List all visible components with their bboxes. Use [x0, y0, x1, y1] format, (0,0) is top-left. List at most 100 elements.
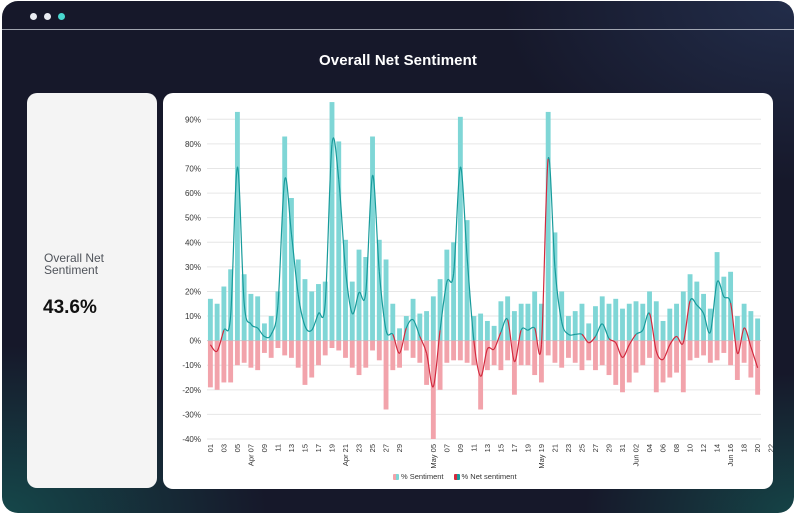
negative-bar[interactable] — [478, 340, 484, 410]
negative-bar[interactable] — [613, 340, 619, 385]
positive-bar[interactable] — [444, 249, 450, 341]
positive-bar[interactable] — [268, 316, 274, 341]
negative-bar[interactable] — [241, 340, 247, 363]
negative-bar[interactable] — [721, 340, 727, 353]
negative-bar[interactable] — [505, 340, 511, 361]
positive-bar[interactable] — [599, 296, 605, 341]
negative-bar[interactable] — [647, 340, 652, 358]
negative-bar[interactable] — [322, 340, 328, 356]
negative-bar[interactable] — [295, 340, 301, 368]
positive-bar[interactable] — [430, 296, 436, 341]
negative-bar[interactable] — [424, 340, 430, 385]
negative-bar[interactable] — [356, 340, 362, 376]
positive-bar[interactable] — [660, 320, 666, 341]
negative-bar[interactable] — [471, 340, 477, 366]
positive-bar[interactable] — [579, 303, 585, 341]
negative-bar[interactable] — [626, 340, 632, 383]
negative-bar[interactable] — [289, 340, 294, 358]
negative-bar[interactable] — [410, 340, 416, 358]
positive-bar[interactable] — [248, 293, 254, 341]
positive-bar[interactable] — [316, 284, 321, 341]
positive-bar[interactable] — [370, 136, 375, 341]
negative-bar[interactable] — [329, 340, 335, 349]
positive-bar[interactable] — [275, 291, 281, 341]
positive-bar[interactable] — [593, 306, 598, 341]
positive-bar[interactable] — [322, 281, 328, 341]
negative-bar[interactable] — [255, 340, 261, 371]
negative-bar[interactable] — [586, 340, 592, 361]
negative-bar[interactable] — [633, 340, 639, 373]
negative-bar[interactable] — [714, 340, 720, 361]
negative-bar[interactable] — [545, 340, 551, 356]
positive-bar[interactable] — [741, 303, 747, 341]
positive-bar[interactable] — [532, 291, 538, 341]
negative-bar[interactable] — [437, 340, 443, 390]
negative-bar[interactable] — [606, 340, 612, 376]
negative-bar[interactable] — [221, 340, 227, 383]
positive-bar[interactable] — [755, 318, 761, 341]
positive-bar[interactable] — [383, 259, 389, 341]
positive-bar[interactable] — [491, 325, 497, 341]
positive-bar[interactable] — [363, 257, 369, 341]
negative-bar[interactable] — [397, 340, 402, 368]
positive-bar[interactable] — [667, 308, 673, 341]
negative-bar[interactable] — [383, 340, 389, 410]
negative-bar[interactable] — [390, 340, 396, 371]
negative-bar[interactable] — [282, 340, 288, 356]
negative-bar[interactable] — [248, 340, 254, 368]
positive-bar[interactable] — [687, 274, 693, 341]
negative-bar[interactable] — [660, 340, 666, 383]
positive-bar[interactable] — [640, 303, 646, 341]
positive-bar[interactable] — [505, 296, 511, 341]
legend-item[interactable]: % Net sentiment — [453, 472, 517, 481]
positive-bar[interactable] — [545, 111, 551, 341]
positive-bar[interactable] — [234, 111, 240, 341]
negative-bar[interactable] — [687, 340, 693, 361]
negative-bar[interactable] — [701, 340, 707, 356]
negative-bar[interactable] — [680, 340, 686, 393]
negative-bar[interactable] — [484, 340, 490, 371]
positive-bar[interactable] — [653, 301, 659, 341]
positive-bar[interactable] — [228, 269, 234, 341]
positive-bar[interactable] — [714, 252, 720, 341]
negative-bar[interactable] — [403, 340, 409, 351]
negative-bar[interactable] — [275, 340, 281, 349]
negative-bar[interactable] — [363, 340, 369, 368]
negative-bar[interactable] — [302, 340, 308, 385]
positive-bar[interactable] — [356, 249, 362, 341]
negative-bar[interactable] — [728, 340, 734, 366]
positive-bar[interactable] — [538, 303, 544, 341]
positive-bar[interactable] — [424, 311, 430, 341]
positive-bar[interactable] — [207, 298, 213, 341]
positive-bar[interactable] — [289, 197, 294, 341]
positive-bar[interactable] — [457, 116, 463, 341]
positive-bar[interactable] — [552, 232, 558, 341]
positive-bar[interactable] — [397, 328, 402, 341]
positive-bar[interactable] — [721, 276, 727, 341]
negative-bar[interactable] — [734, 340, 740, 380]
negative-bar[interactable] — [451, 340, 457, 361]
negative-bar[interactable] — [593, 340, 598, 371]
negative-bar[interactable] — [370, 340, 375, 351]
negative-bar[interactable] — [620, 340, 625, 393]
positive-bar[interactable] — [694, 281, 700, 341]
positive-bar[interactable] — [674, 303, 679, 341]
positive-bar[interactable] — [309, 291, 315, 341]
positive-bar[interactable] — [376, 239, 382, 341]
positive-bar[interactable] — [484, 320, 490, 341]
positive-bar[interactable] — [471, 316, 477, 341]
negative-bar[interactable] — [640, 340, 646, 366]
positive-bar[interactable] — [680, 291, 686, 341]
negative-bar[interactable] — [457, 340, 463, 361]
negative-bar[interactable] — [579, 340, 585, 371]
positive-bar[interactable] — [572, 311, 578, 341]
window-dot[interactable] — [30, 13, 37, 20]
window-dot-active[interactable] — [58, 13, 65, 20]
positive-bar[interactable] — [586, 323, 592, 341]
positive-bar[interactable] — [620, 308, 625, 341]
negative-bar[interactable] — [667, 340, 673, 378]
negative-bar[interactable] — [444, 340, 450, 363]
positive-bar[interactable] — [343, 239, 348, 341]
negative-bar[interactable] — [214, 340, 220, 390]
positive-bar[interactable] — [295, 259, 301, 341]
